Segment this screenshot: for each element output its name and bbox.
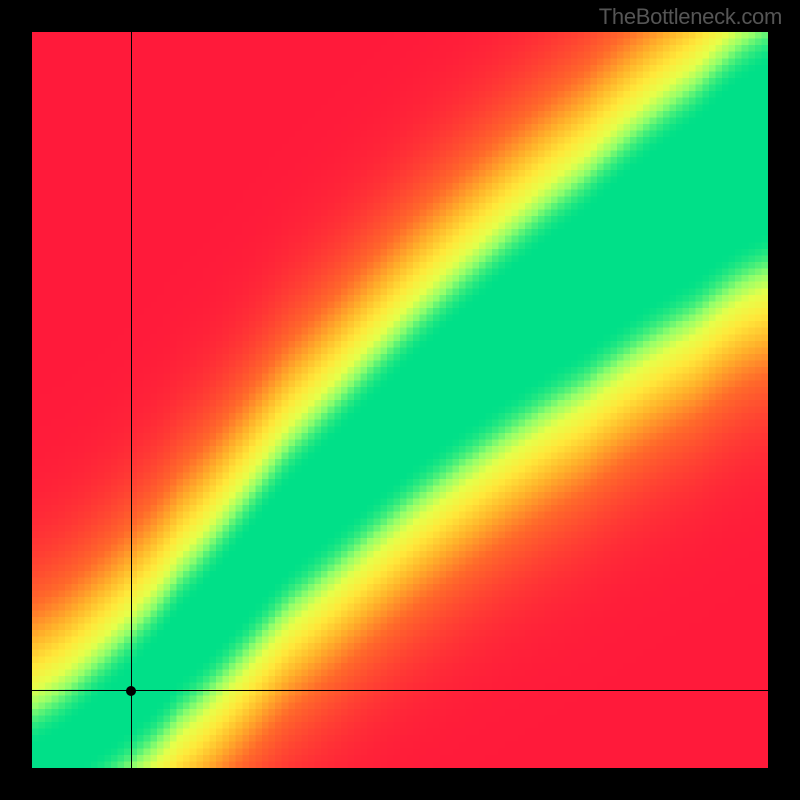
crosshair-horizontal (32, 690, 768, 691)
chart-container: TheBottleneck.com (0, 0, 800, 800)
watermark-text: TheBottleneck.com (599, 4, 782, 30)
heatmap-canvas (32, 32, 768, 768)
crosshair-marker (126, 686, 136, 696)
crosshair-vertical (131, 32, 132, 768)
plot-area (32, 32, 768, 768)
